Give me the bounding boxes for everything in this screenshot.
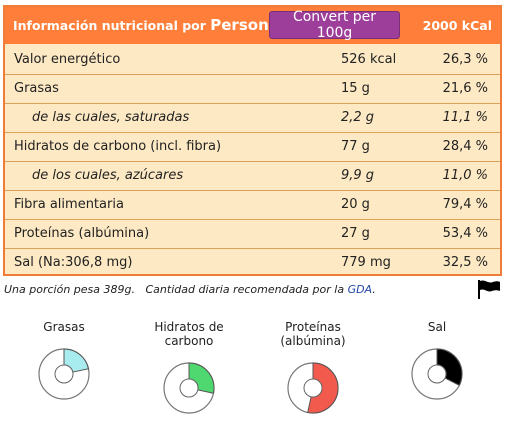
nutrient-row: Hidratos de carbono (incl. fibra) 77 g 28,… xyxy=(5,132,500,162)
gauge-donut xyxy=(411,348,463,400)
nutrition-title: Información nutricional por Person xyxy=(13,16,269,34)
nutrient-value: 15 g xyxy=(341,81,370,96)
gauge-hole xyxy=(54,364,74,384)
gauge-donut xyxy=(38,348,90,400)
nutrient-value: 20 g xyxy=(341,197,370,212)
nutrient-percent: 26,3 % xyxy=(442,52,488,67)
gauge-hole xyxy=(427,364,447,384)
nutrient-name: Valor energético xyxy=(14,52,121,67)
gauge-chart: Hidratos de carbono xyxy=(129,320,249,416)
title-prefix: Información nutricional por xyxy=(13,18,211,33)
nutrient-row: de los cuales, azúcares 9,9 g 11,0 % xyxy=(5,161,500,191)
nutrient-row: Proteínas (albúmina) 27 g 53,4 % xyxy=(5,219,500,249)
convert-per-100g-button[interactable]: Convert per 100g xyxy=(269,9,400,41)
nutrient-name: de las cuales, saturadas xyxy=(32,110,190,125)
gauge-hole xyxy=(303,378,323,398)
nutrient-percent: 21,6 % xyxy=(442,81,488,96)
gauge-label: Proteínas (albúmina) xyxy=(280,320,346,348)
gauge-donut xyxy=(163,362,215,414)
gda-link[interactable]: GDA xyxy=(347,283,373,296)
nutrient-row: Fibra alimentaria 20 g 79,4 % xyxy=(5,190,500,220)
gauge-chart: Proteínas (albúmina) xyxy=(253,320,373,416)
daily-text: Cantidad diaria recomendada por la xyxy=(145,283,345,296)
nutrient-percent: 11,1 % xyxy=(442,110,488,125)
nutrient-name: Grasas xyxy=(14,81,59,96)
nutrient-value: 9,9 g xyxy=(341,168,375,183)
portion-text: Una porción pesa 389g. xyxy=(4,283,135,296)
title-unit: Person xyxy=(210,16,269,34)
nutrient-percent: 53,4 % xyxy=(442,226,488,241)
nutrient-row: Grasas 15 g 21,6 % xyxy=(5,74,500,104)
gauge-label: Sal xyxy=(427,320,447,334)
nutrient-name: Fibra alimentaria xyxy=(14,197,124,212)
nutrient-row: de las cuales, saturadas 2,2 g 11,1 % xyxy=(5,103,500,133)
daily-kcal-label: 2000 kCal xyxy=(422,18,492,33)
nutrient-percent: 28,4 % xyxy=(442,139,488,154)
nutrient-value: 526 kcal xyxy=(341,52,397,67)
nutrient-value: 77 g xyxy=(341,139,370,154)
gauge-chart: Sal xyxy=(377,320,497,402)
gauge-label: Hidratos de carbono xyxy=(154,320,224,348)
gauge-label: Grasas xyxy=(43,320,85,334)
gauge-donut xyxy=(287,362,339,414)
nutrient-name: Proteínas (albúmina) xyxy=(14,226,150,241)
nutrient-value: 779 mg xyxy=(341,255,391,270)
note-period: . xyxy=(372,283,376,296)
flag-icon[interactable] xyxy=(477,279,501,299)
nutrient-row: Valor energético 526 kcal 26,3 % xyxy=(5,45,500,75)
nutrition-panel: Información nutricional por Person Conve… xyxy=(3,5,502,276)
nutrient-percent: 79,4 % xyxy=(442,197,488,212)
nutrient-percent: 32,5 % xyxy=(442,255,488,270)
portion-note: Una porción pesa 389g. Cantidad diaria r… xyxy=(4,283,376,296)
nutrient-value: 27 g xyxy=(341,226,370,241)
nutrient-value: 2,2 g xyxy=(341,110,375,125)
gauge-hole xyxy=(179,378,199,398)
gauge-chart: Grasas xyxy=(4,320,124,402)
nutrient-name: Hidratos de carbono (incl. fibra) xyxy=(14,139,222,154)
nutrient-name: Sal (Na:306,8 mg) xyxy=(14,255,133,270)
nutrient-percent: 11,0 % xyxy=(442,168,488,183)
nutrition-header: Información nutricional por Person Conve… xyxy=(5,7,500,44)
nutrient-name: de los cuales, azúcares xyxy=(32,168,184,183)
nutrient-row: Sal (Na:306,8 mg) 779 mg 32,5 % xyxy=(5,248,500,277)
